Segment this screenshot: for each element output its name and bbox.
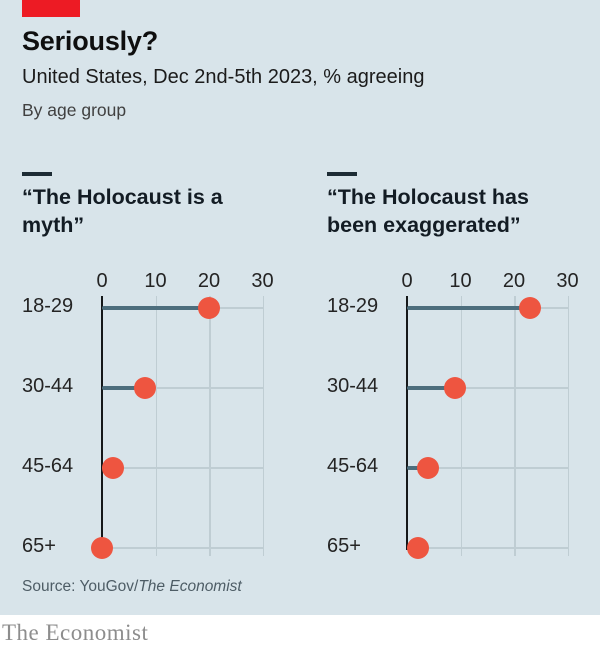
x-tick-label: 10 [144, 270, 167, 292]
source-prefix: Source: YouGov/ [22, 578, 139, 595]
economist-red-tab [22, 0, 80, 17]
value-dot [444, 377, 467, 399]
category-label: 45-64 [22, 455, 74, 477]
chart-panel-myth: 0 10 20 30 18-29 30-44 45-64 65+ [22, 268, 278, 568]
category-label: 30-44 [22, 375, 74, 397]
chart-byline: By age group [22, 100, 127, 120]
panel-rule [22, 172, 52, 176]
panel-left-title: “The Holocaust is a myth” [22, 184, 223, 237]
value-dot [406, 537, 429, 559]
x-axis-baseline [406, 296, 408, 550]
category-label: 30-44 [327, 375, 379, 397]
value-dot [198, 297, 220, 319]
category-label: 18-29 [327, 295, 379, 317]
chart-title: Seriously? [22, 26, 159, 56]
panel-left-header: “The Holocaust is a myth” [22, 172, 262, 239]
x-tick-label: 20 [502, 270, 526, 292]
value-stem [407, 386, 456, 390]
x-tick-label: 0 [401, 270, 413, 292]
chart-panel-exaggerated: 0 10 20 30 18-29 30-44 45-64 65+ [327, 268, 583, 568]
x-tick-label: 10 [449, 270, 472, 292]
x-tick-label: 0 [96, 270, 108, 292]
x-axis-baseline [101, 296, 103, 550]
source-publication: The Economist [138, 578, 242, 595]
y-gridline [102, 547, 263, 549]
category-label: 18-29 [22, 295, 74, 317]
x-gridline [209, 296, 211, 556]
x-gridline [262, 296, 264, 556]
x-tick-label: 30 [251, 270, 274, 292]
category-label: 65+ [327, 535, 361, 557]
x-tick-label: 30 [556, 270, 579, 292]
economist-wordmark: The Economist [2, 620, 149, 645]
x-gridline [514, 296, 516, 556]
x-gridline [155, 296, 157, 556]
panel-right-title: “The Holocaust has been exaggerated” [327, 184, 529, 237]
x-gridline [460, 296, 462, 556]
category-label: 45-64 [327, 455, 379, 477]
chart-card: Seriously? United States, Dec 2nd-5th 20… [0, 0, 600, 615]
value-dot [101, 457, 124, 479]
panel-rule [327, 172, 357, 176]
value-stem [407, 306, 531, 310]
value-dot [133, 377, 156, 399]
value-stem [102, 306, 209, 310]
y-gridline [407, 547, 568, 549]
y-gridline [102, 467, 263, 469]
value-dot [91, 537, 113, 559]
value-dot [519, 297, 542, 319]
value-stem [102, 386, 145, 390]
source-note: Source: YouGov/The Economist [22, 578, 242, 596]
chart-subtitle: United States, Dec 2nd-5th 2023, % agree… [22, 66, 425, 88]
y-gridline [102, 387, 263, 389]
category-label: 65+ [22, 535, 56, 557]
x-gridline [567, 296, 569, 556]
y-gridline [407, 387, 568, 389]
x-tick-label: 20 [197, 270, 221, 292]
y-gridline [407, 467, 568, 469]
value-dot [417, 457, 440, 479]
panel-right-header: “The Holocaust has been exaggerated” [327, 172, 577, 239]
